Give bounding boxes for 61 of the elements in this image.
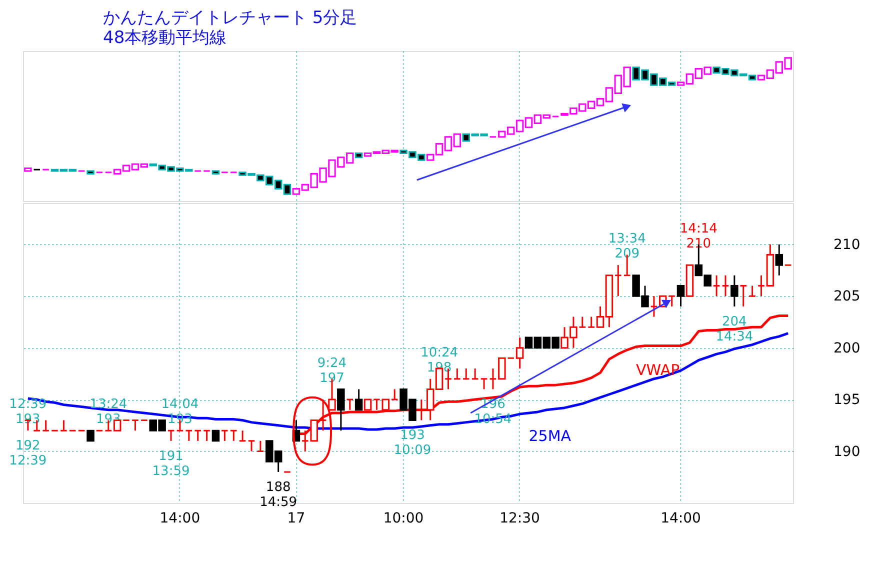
series-label: 25MA [528, 427, 572, 445]
candlestick [587, 316, 596, 328]
candlestick [676, 285, 685, 308]
candlestick [516, 336, 524, 370]
annotation: 13:34 209 [608, 232, 646, 262]
candlestick [372, 398, 381, 411]
candlestick [650, 295, 658, 318]
candlestick [220, 430, 229, 442]
candlestick [480, 378, 488, 390]
chart-title: かんたんデイトレチャート 5分足 [103, 8, 358, 28]
candlestick [453, 368, 462, 380]
candlestick [364, 398, 372, 411]
candlestick [60, 419, 68, 432]
candlestick [722, 274, 730, 297]
candlestick [382, 398, 390, 411]
y-tick-label: 195 [834, 392, 860, 408]
candlestick [739, 285, 748, 308]
y-tick-label: 210 [834, 236, 860, 253]
candlestick [337, 388, 345, 432]
candlestick [471, 368, 479, 380]
candlestick [748, 285, 756, 297]
candlestick [194, 430, 202, 442]
annotation: 9:24 197 [317, 356, 347, 386]
candlestick [462, 368, 470, 380]
candlestick [202, 430, 211, 442]
chart-subtitle: 48本移動平均線 [103, 28, 227, 48]
x-tick-label: 10:00 [383, 510, 424, 526]
x-tick-label: 14:00 [160, 510, 200, 526]
series-label: VWAP [636, 360, 680, 379]
candlestick [185, 430, 193, 442]
x-tick-label: 14:00 [660, 510, 701, 526]
candlestick [354, 388, 363, 411]
candlestick [238, 430, 246, 442]
annotation: 14:14 210 [680, 221, 718, 252]
y-tick-label: 190 [834, 444, 860, 460]
candlestick [712, 274, 720, 297]
annotation: 188 14:59 [260, 480, 298, 510]
candlestick [319, 398, 327, 432]
candlestick [86, 430, 94, 442]
x-tick-label: 17 [287, 510, 306, 526]
annotation: 204 14:34 [716, 314, 754, 344]
candlestick [167, 430, 175, 442]
candlestick [775, 244, 784, 276]
y-tick-label: 200 [834, 340, 860, 356]
x-tick-label: 12:30 [500, 510, 540, 526]
candlestick [757, 274, 766, 297]
candlestick [614, 264, 622, 297]
candlestick [256, 440, 264, 452]
annotation: 193 10:09 [394, 428, 432, 458]
candlestick [230, 430, 238, 442]
candlestick [346, 398, 354, 411]
candlestick [212, 430, 220, 442]
candlestick [489, 368, 497, 390]
candlestick [730, 274, 738, 308]
candlestick [578, 316, 586, 328]
annotation: 192 12:39 [9, 438, 47, 469]
candlestick [390, 388, 398, 400]
candlestick [248, 440, 256, 452]
candlestick [42, 419, 50, 432]
candlestick [131, 419, 140, 432]
y-tick-label: 205 [834, 288, 860, 305]
